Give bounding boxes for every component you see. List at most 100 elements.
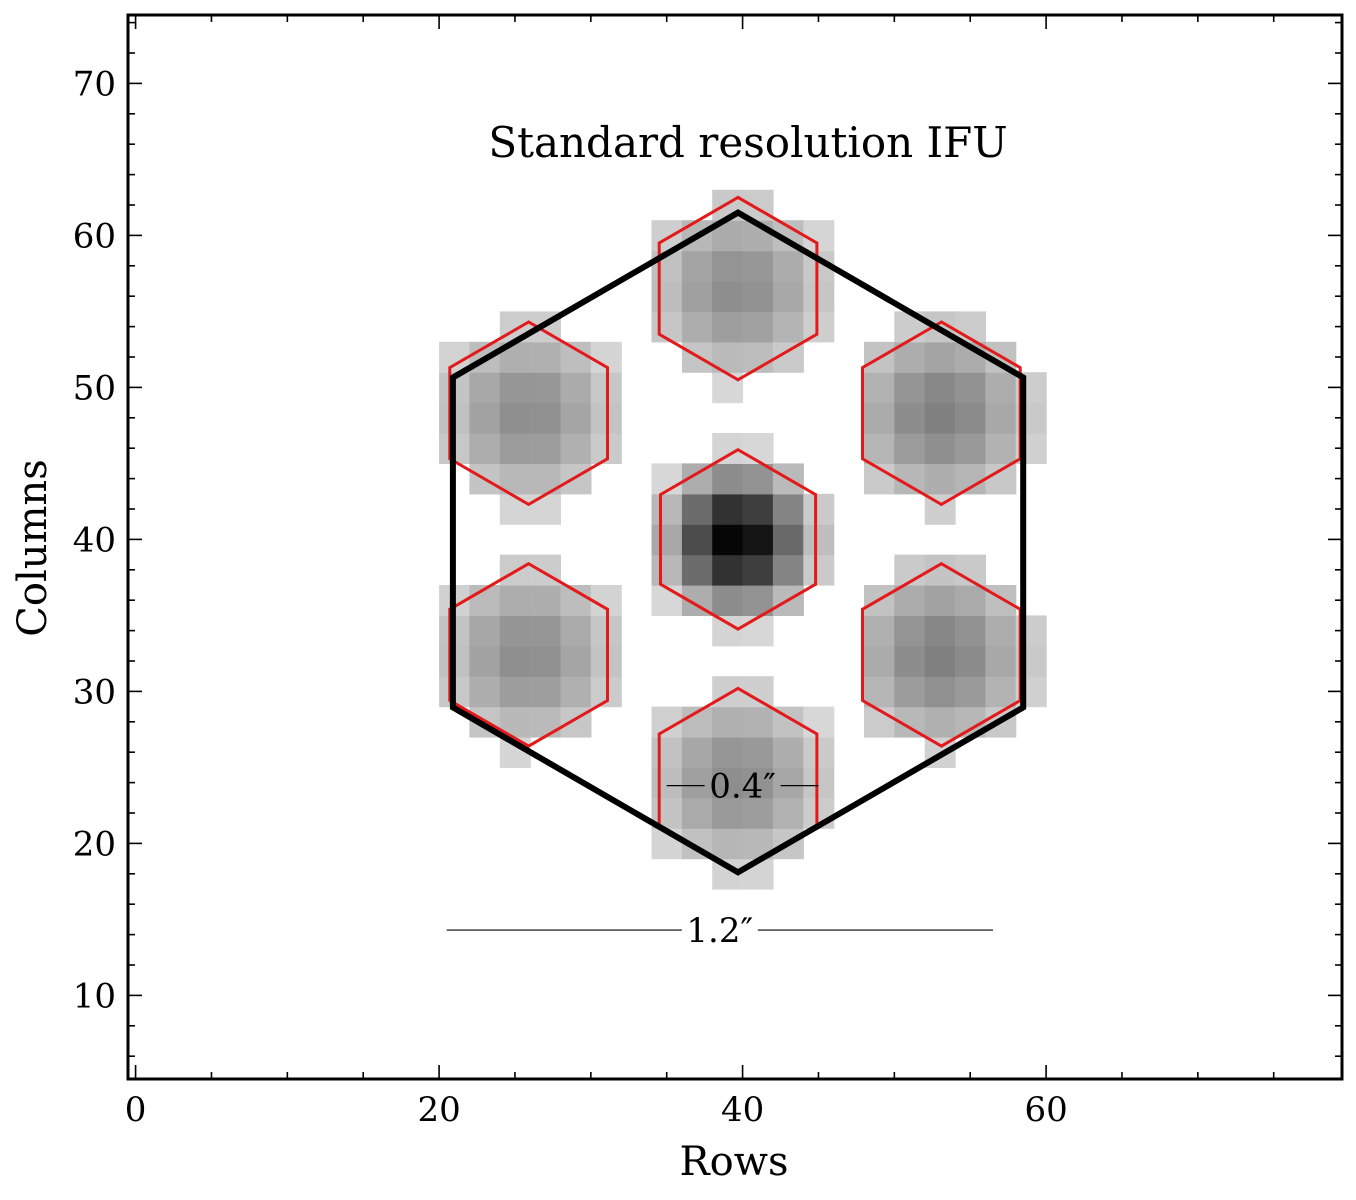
image-pixel <box>925 646 956 677</box>
image-pixel <box>652 524 683 555</box>
image-pixel <box>743 524 774 555</box>
image-pixel <box>894 433 925 464</box>
image-pixel <box>894 372 925 403</box>
image-pixel <box>469 433 500 464</box>
image-pixel <box>712 463 743 494</box>
image-pixel <box>712 251 743 282</box>
image-pixel <box>985 615 1016 646</box>
image-pixel <box>530 676 561 707</box>
image-pixel <box>925 433 956 464</box>
y-tick-label: 20 <box>73 824 116 864</box>
image-pixel <box>803 281 834 312</box>
x-tick-labels: 0 20 40 60 <box>125 1090 1068 1130</box>
image-pixel <box>985 403 1016 434</box>
image-pixel <box>500 403 531 434</box>
x-tick-label: 60 <box>1024 1090 1067 1130</box>
image-pixel <box>985 585 1016 616</box>
image-pixel <box>530 707 561 738</box>
image-pixel <box>925 372 956 403</box>
image-pixel <box>652 555 683 586</box>
image-pixel <box>743 433 774 464</box>
image-pixel <box>773 494 804 525</box>
image-pixel <box>500 372 531 403</box>
image-pixel <box>743 615 774 646</box>
image-pixel <box>652 494 683 525</box>
image-pixel <box>469 615 500 646</box>
image-pixel <box>925 676 956 707</box>
image-pixel <box>712 707 743 738</box>
image-pixel <box>894 676 925 707</box>
image-pixel <box>955 372 986 403</box>
image-pixel <box>803 494 834 525</box>
image-pixel <box>530 646 561 677</box>
image-pixel <box>682 555 713 586</box>
image-pixel <box>712 828 743 859</box>
image-pixel <box>743 707 774 738</box>
image-pixel <box>712 615 743 646</box>
image-pixel <box>925 463 956 494</box>
image-pixel <box>500 646 531 677</box>
image-pixel <box>469 403 500 434</box>
image-pixel <box>864 646 895 677</box>
image-pixel <box>561 615 592 646</box>
image-pixel <box>469 372 500 403</box>
image-pixel <box>803 767 834 798</box>
y-tick-label: 30 <box>73 672 116 712</box>
image-pixel <box>773 524 804 555</box>
image-pixel <box>955 433 986 464</box>
image-pixel <box>652 737 683 768</box>
image-pixel <box>712 555 743 586</box>
image-pixel <box>500 676 531 707</box>
y-tick-label: 40 <box>73 520 116 560</box>
image-pixel <box>743 737 774 768</box>
image-pixel <box>652 281 683 312</box>
y-tick-label: 50 <box>73 368 116 408</box>
image-pixel <box>803 220 834 251</box>
image-pixel <box>561 403 592 434</box>
image-pixel <box>561 463 592 494</box>
image-pixel <box>561 676 592 707</box>
image-pixel <box>985 372 1016 403</box>
image-pixel <box>682 281 713 312</box>
image-pixel <box>894 646 925 677</box>
image-pixel <box>803 555 834 586</box>
image-pixel <box>985 433 1016 464</box>
image-pixel <box>955 676 986 707</box>
x-axis-label: Rows <box>680 1139 789 1185</box>
image-pixel <box>530 342 561 373</box>
image-pixel <box>985 646 1016 677</box>
image-pixel <box>985 463 1016 494</box>
x-tick-label: 20 <box>417 1090 460 1130</box>
image-pixel <box>682 737 713 768</box>
image-pixel <box>803 707 834 738</box>
y-tick-labels: 10 20 30 40 50 60 70 <box>73 64 116 1016</box>
image-pixel <box>925 342 956 373</box>
image-pixel <box>712 281 743 312</box>
image-pixel <box>864 372 895 403</box>
image-pixel <box>955 403 986 434</box>
image-pixel <box>743 251 774 282</box>
image-pixel <box>955 463 986 494</box>
image-pixel <box>925 403 956 434</box>
y-tick-label: 60 <box>73 216 116 256</box>
image-pixel <box>561 433 592 464</box>
image-pixel <box>530 585 561 616</box>
image-pixel <box>955 615 986 646</box>
image-pixel <box>712 372 743 403</box>
image-pixel <box>682 494 713 525</box>
image-pixel <box>500 494 531 525</box>
image-pixel <box>682 311 713 342</box>
x-tick-label: 40 <box>721 1090 764 1130</box>
image-pixel <box>743 676 774 707</box>
image-pixel <box>955 646 986 677</box>
image-pixel <box>925 585 956 616</box>
y-tick-label: 10 <box>73 976 116 1016</box>
image-pixel <box>773 798 804 829</box>
image-pixel <box>743 311 774 342</box>
image-pixel <box>925 707 956 738</box>
image-pixel <box>864 433 895 464</box>
scale-bar-label: 1.2″ <box>686 911 753 951</box>
image-pixel <box>712 311 743 342</box>
image-pixel <box>743 281 774 312</box>
image-pixel <box>773 251 804 282</box>
